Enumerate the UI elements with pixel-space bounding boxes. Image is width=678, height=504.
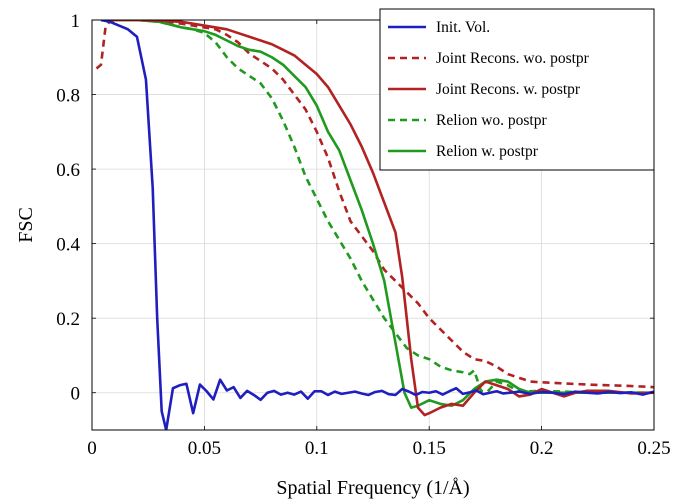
legend-label: Relion w. postpr (436, 143, 539, 160)
series-line-0 (100, 20, 654, 430)
legend-label: Joint Recons. wo. postpr (436, 50, 590, 67)
series-line-3 (100, 20, 654, 395)
y-tick-label: 0.8 (56, 86, 80, 107)
y-tick-label: 0.6 (56, 160, 80, 181)
x-tick-label: 0.05 (188, 438, 221, 459)
legend-item: Relion w. postpr (388, 143, 539, 160)
x-tick-label: 0.25 (637, 438, 670, 459)
y-tick-label: 1 (71, 11, 81, 32)
series-line-4 (100, 20, 654, 409)
y-tick-label: 0.2 (56, 309, 80, 330)
y-axis-label: FSC (15, 207, 37, 243)
x-tick-label: 0.15 (413, 438, 446, 459)
legend-label: Relion wo. postpr (436, 112, 547, 129)
legend-item: Init. Vol. (388, 19, 490, 36)
legend-item: Joint Recons. w. postpr (388, 81, 581, 98)
plot-area-frame (91, 19, 655, 431)
y-tick-label: 0 (71, 384, 81, 405)
x-tick-label: 0.1 (305, 438, 329, 459)
y-tick-label: 0.4 (56, 235, 80, 256)
legend-label: Joint Recons. w. postpr (436, 81, 581, 98)
legend: Init. Vol. Joint Recons. wo. postpr Joint … (379, 8, 655, 171)
tick-labels: 0 0.05 0.1 0.15 0.2 0.25 0 0.2 0.4 0.6 0.8 1 (56, 11, 670, 459)
legend-item: Relion wo. postpr (388, 112, 547, 129)
x-axis-label: Spatial Frequency (1/Å) (276, 477, 469, 499)
x-tick-label: 0 (87, 438, 97, 459)
legend-item: Joint Recons. wo. postpr (388, 50, 590, 67)
series-lines (95, 20, 654, 430)
x-tick-label: 0.2 (530, 438, 554, 459)
series-line-1 (95, 20, 654, 389)
legend-label: Init. Vol. (436, 19, 490, 36)
